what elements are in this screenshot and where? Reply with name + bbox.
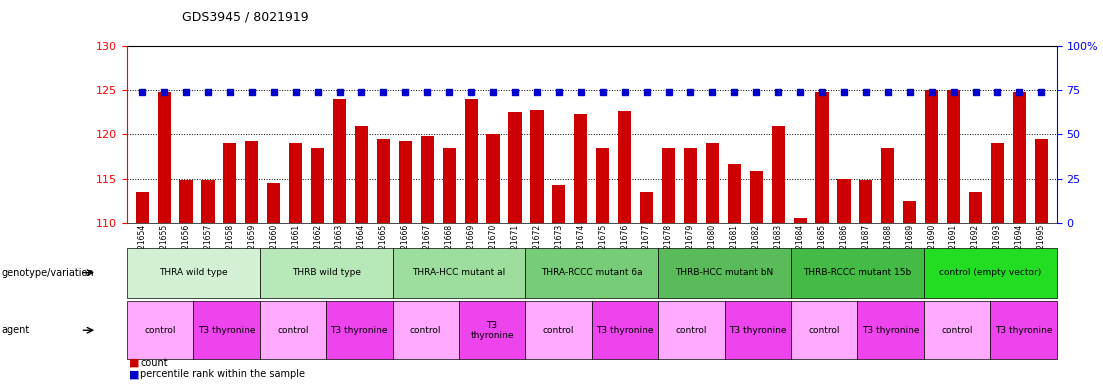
Text: control: control [941, 326, 973, 335]
Bar [640, 192, 653, 223]
Bar [289, 143, 302, 223]
Text: control: control [277, 326, 309, 335]
Text: control: control [543, 326, 575, 335]
Bar [333, 99, 346, 223]
Text: control: control [144, 326, 175, 335]
Bar [486, 134, 500, 223]
Bar [136, 192, 149, 223]
Bar [684, 148, 697, 223]
Bar [815, 92, 828, 223]
Bar [881, 148, 895, 223]
Bar [180, 180, 193, 223]
Text: THRB-HCC mutant bN: THRB-HCC mutant bN [675, 268, 773, 277]
Text: T3
thyronine: T3 thyronine [470, 321, 514, 340]
Text: ■: ■ [129, 369, 140, 379]
Text: T3 thyronine: T3 thyronine [597, 326, 654, 335]
Text: count: count [140, 358, 168, 368]
Text: control: control [808, 326, 840, 335]
Text: genotype/variation: genotype/variation [1, 268, 94, 278]
Bar [1013, 92, 1026, 223]
Text: THRB wild type: THRB wild type [291, 268, 361, 277]
Bar [947, 90, 961, 223]
Bar [662, 148, 675, 223]
Text: THRB-RCCC mutant 15b: THRB-RCCC mutant 15b [803, 268, 911, 277]
Text: ■: ■ [129, 358, 140, 368]
Bar [245, 141, 258, 223]
Bar [750, 172, 763, 223]
Text: THRA-HCC mutant al: THRA-HCC mutant al [413, 268, 505, 277]
Text: control: control [676, 326, 707, 335]
Bar [399, 141, 411, 223]
Bar [596, 148, 609, 223]
Text: T3 thyronine: T3 thyronine [995, 326, 1052, 335]
Bar [772, 126, 784, 223]
Text: T3 thyronine: T3 thyronine [331, 326, 388, 335]
Bar [990, 143, 1004, 223]
Bar [420, 136, 433, 223]
Text: control (empty vector): control (empty vector) [939, 268, 1041, 277]
Bar [793, 218, 806, 223]
Bar [925, 90, 939, 223]
Text: percentile rank within the sample: percentile rank within the sample [140, 369, 306, 379]
Bar [618, 111, 631, 223]
Bar [311, 148, 324, 223]
Bar [442, 148, 456, 223]
Bar [837, 179, 850, 223]
Bar [223, 143, 236, 223]
Text: T3 thyronine: T3 thyronine [861, 326, 920, 335]
Bar [553, 185, 566, 223]
Text: GDS3945 / 8021919: GDS3945 / 8021919 [182, 10, 309, 23]
Bar [531, 110, 544, 223]
Bar [968, 192, 982, 223]
Bar [158, 92, 171, 223]
Bar [903, 201, 917, 223]
Bar [377, 139, 390, 223]
Bar [1035, 139, 1048, 223]
Text: THRA wild type: THRA wild type [159, 268, 227, 277]
Bar [464, 99, 478, 223]
Bar [508, 113, 522, 223]
Text: THRA-RCCC mutant 6a: THRA-RCCC mutant 6a [540, 268, 643, 277]
Text: T3 thyronine: T3 thyronine [729, 326, 786, 335]
Text: T3 thyronine: T3 thyronine [197, 326, 255, 335]
Bar [859, 180, 872, 223]
Bar [267, 183, 280, 223]
Text: control: control [410, 326, 441, 335]
Bar [575, 114, 588, 223]
Bar [202, 180, 215, 223]
Bar [355, 126, 368, 223]
Bar [728, 164, 741, 223]
Text: agent: agent [1, 325, 30, 335]
Bar [706, 143, 719, 223]
